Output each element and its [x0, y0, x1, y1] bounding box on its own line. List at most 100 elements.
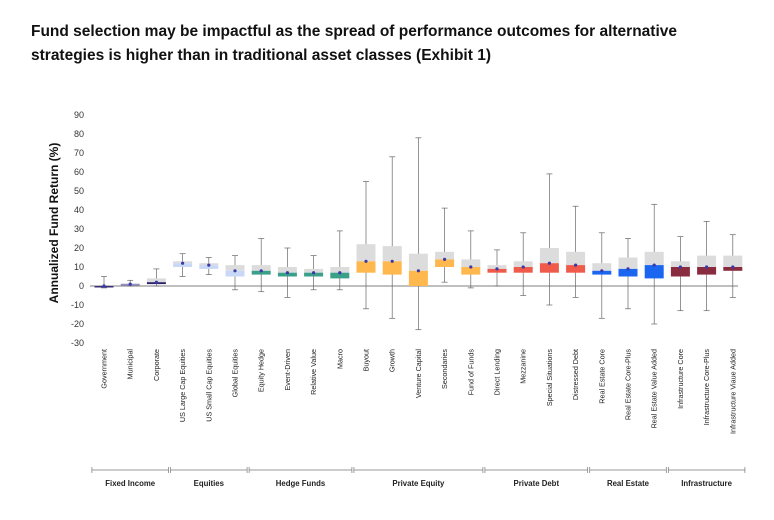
y-tick-label: 70	[74, 148, 84, 158]
box-lower-quartile	[513, 267, 533, 273]
category-label: Venture Capital	[414, 349, 423, 399]
y-tick-label: 10	[74, 262, 84, 272]
median-dot	[547, 261, 552, 265]
median-dot	[469, 265, 473, 269]
box-growth	[382, 156, 402, 319]
box-mezzanine	[513, 232, 533, 296]
box-upper-quartile	[644, 251, 664, 266]
median-dot	[338, 271, 342, 275]
box-direct-lending	[487, 249, 507, 287]
box-global-equities	[225, 255, 245, 291]
box-equity-hedge	[251, 238, 271, 293]
group-label: Private Equity	[392, 479, 445, 488]
category-label: Buyout	[362, 349, 371, 371]
median-dot	[312, 271, 316, 275]
box-lower-quartile	[330, 272, 350, 279]
median-dot	[390, 259, 394, 263]
category-label: Equity Hedge	[257, 349, 266, 392]
box-upper-quartile	[592, 263, 612, 271]
box-venture-capital	[408, 137, 428, 331]
group-label: Real Estate	[607, 479, 650, 488]
median-dot	[285, 271, 289, 275]
box-real-estate-core-plus	[618, 238, 638, 310]
median-dot	[731, 265, 735, 269]
median-dot	[154, 280, 158, 284]
median-dot	[705, 265, 709, 269]
category-label: US Large Cap Equities	[178, 349, 187, 423]
group-labels: Fixed Income Equities Hedge Funds Private E…	[91, 467, 746, 488]
box-municipal	[120, 279, 140, 287]
category-label: Corporate	[152, 349, 161, 381]
median-dot	[233, 269, 237, 273]
box-infrastructure-core	[670, 236, 690, 312]
box-lower-quartile	[644, 265, 664, 279]
y-axis: 90 80 70 60 50 40 30 20 10 0 -10 -20 -30	[71, 110, 84, 348]
box-macro	[330, 230, 350, 291]
box-lower-quartile	[697, 267, 717, 275]
category-label: Government	[100, 349, 109, 389]
box-event-driven	[277, 247, 297, 298]
box-lower-quartile	[592, 270, 612, 275]
box-upper-quartile	[539, 248, 559, 264]
category-label: Direct Lending	[493, 349, 502, 395]
y-tick-label: 20	[74, 243, 84, 253]
box-lower-quartile	[566, 265, 586, 273]
group-label: Hedge Funds	[276, 479, 326, 488]
median-dot	[652, 263, 656, 267]
y-tick-label: 90	[74, 110, 84, 120]
median-dot	[574, 263, 578, 267]
box-fund-of-funds	[461, 230, 481, 289]
y-tick-label: 0	[79, 281, 84, 291]
y-tick-label: -10	[71, 300, 84, 310]
category-label: Municipal	[126, 349, 135, 380]
box-upper-quartile	[146, 278, 166, 283]
category-label: Real Estate Core-Plus	[624, 349, 633, 421]
median-dot	[626, 267, 630, 271]
median-dot	[416, 269, 420, 273]
median-dot	[600, 269, 604, 273]
box-upper-quartile	[670, 261, 690, 267]
y-tick-label: -30	[71, 338, 84, 348]
box-upper-quartile	[723, 255, 743, 267]
category-label: Growth	[388, 349, 397, 372]
group-label: Fixed Income	[105, 479, 155, 488]
box-upper-quartile	[566, 251, 586, 266]
box-infrastructure-viaue-added	[723, 234, 743, 298]
category-label: Fund of Funds	[466, 349, 475, 396]
box-lower-quartile	[435, 259, 455, 267]
category-label: Special Situations	[545, 349, 554, 407]
y-tick-label: 50	[74, 186, 84, 196]
category-label: Secondaries	[440, 349, 449, 389]
box-real-estate-core	[592, 232, 612, 319]
category-label: Mezzanine	[519, 349, 528, 384]
median-dot	[495, 267, 499, 271]
box-upper-quartile	[487, 265, 507, 269]
category-label: Infrastructure Viaue Added	[728, 349, 737, 434]
category-label: Event-Driven	[283, 349, 292, 391]
box-us-small-cap-equities	[199, 257, 219, 275]
category-label: US Small Cap Equities	[204, 349, 213, 422]
box-real-estate-value-added	[644, 203, 664, 325]
median-dot	[181, 261, 185, 265]
box-upper-quartile	[251, 265, 271, 271]
box-upper-quartile	[513, 261, 533, 267]
category-label: Macro	[335, 349, 344, 369]
box-upper-quartile	[435, 251, 455, 260]
median-dot	[102, 284, 106, 288]
box-lower-quartile	[382, 261, 402, 275]
box-lower-quartile	[461, 267, 481, 275]
box-lower-quartile	[277, 272, 297, 277]
box-lower-quartile	[356, 261, 376, 273]
median-dot	[364, 259, 368, 263]
box-lower-quartile	[618, 268, 638, 277]
group-label: Infrastructure	[681, 479, 732, 488]
box-upper-quartile	[697, 255, 717, 267]
box-lower-quartile	[670, 267, 690, 277]
box-us-large-cap-equities	[173, 253, 193, 277]
box-series	[94, 137, 743, 331]
box-lower-quartile	[723, 267, 743, 271]
box-upper-quartile	[382, 246, 402, 262]
category-label: Real Estate Value Added	[650, 349, 659, 428]
y-tick-label: 40	[74, 205, 84, 215]
